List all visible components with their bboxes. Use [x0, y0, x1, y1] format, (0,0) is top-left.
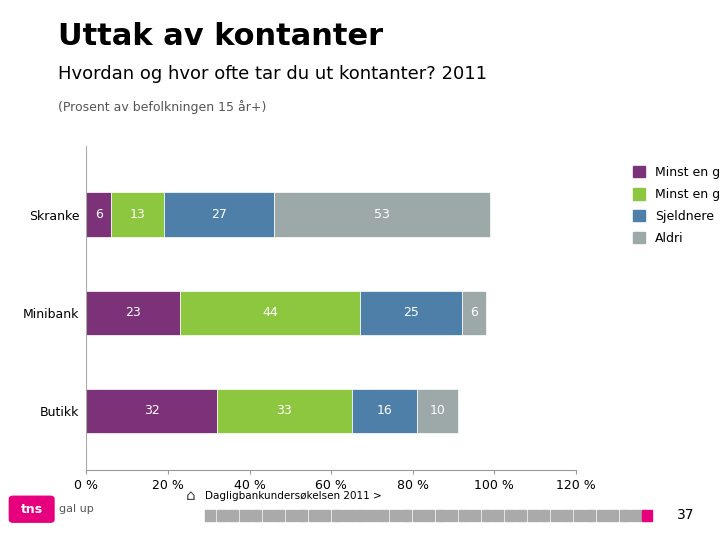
Bar — [86, 291, 180, 335]
Text: 32: 32 — [144, 404, 160, 417]
Text: 44: 44 — [262, 306, 278, 319]
Text: 10: 10 — [429, 404, 445, 417]
Text: 13: 13 — [130, 208, 145, 221]
Text: gal up: gal up — [59, 504, 94, 514]
Text: 27: 27 — [211, 208, 227, 221]
Legend: Minst en gang i uken, Minst en gang per måned, Sjeldnere, Aldri: Minst en gang i uken, Minst en gang per … — [633, 166, 720, 245]
Text: 23: 23 — [125, 306, 141, 319]
Text: 33: 33 — [276, 404, 292, 417]
Text: 6: 6 — [95, 208, 102, 221]
Bar — [462, 291, 486, 335]
Text: Uttak av kontanter: Uttak av kontanter — [58, 22, 383, 51]
Text: tns: tns — [21, 503, 42, 516]
Text: ⌂: ⌂ — [186, 488, 196, 503]
Text: Hvordan og hvor ofte tar du ut kontanter? 2011: Hvordan og hvor ofte tar du ut kontanter… — [58, 65, 487, 83]
Bar — [111, 192, 164, 237]
Bar — [274, 192, 490, 237]
Bar — [86, 389, 217, 433]
Bar — [417, 389, 458, 433]
Bar — [86, 192, 111, 237]
Bar — [360, 291, 462, 335]
Text: 53: 53 — [374, 208, 390, 221]
Text: 6: 6 — [470, 306, 478, 319]
Bar — [164, 192, 274, 237]
Bar — [351, 389, 417, 433]
Text: 37: 37 — [678, 508, 695, 522]
Text: 16: 16 — [377, 404, 392, 417]
Bar — [217, 389, 351, 433]
Text: 25: 25 — [402, 306, 419, 319]
Bar — [180, 291, 360, 335]
Text: Dagligbankundersøkelsen 2011 >: Dagligbankundersøkelsen 2011 > — [205, 491, 382, 501]
Text: (Prosent av befolkningen 15 år+): (Prosent av befolkningen 15 år+) — [58, 100, 266, 114]
